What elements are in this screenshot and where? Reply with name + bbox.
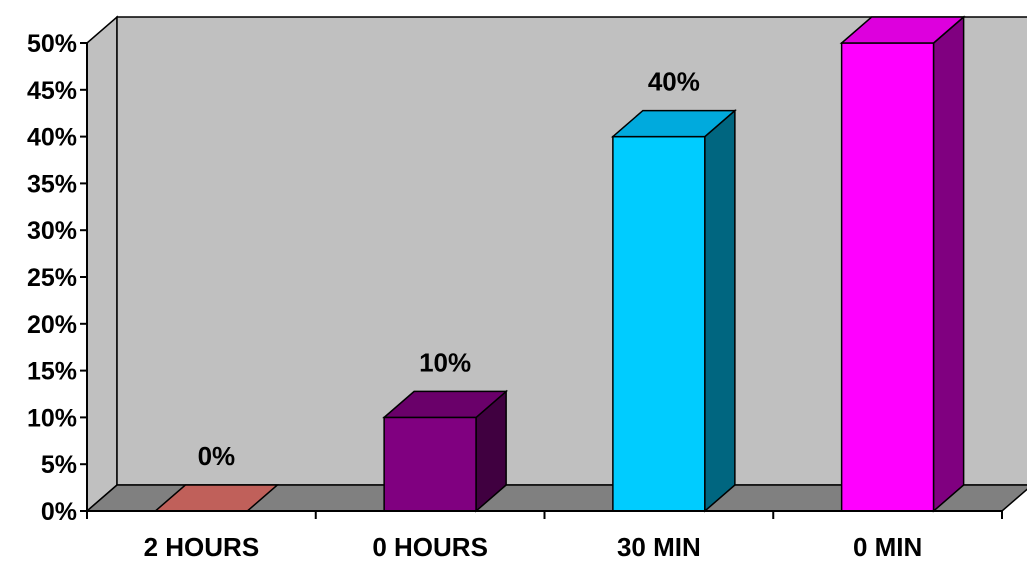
y-tick-label: 30% [27,217,77,245]
y-tick-label: 20% [27,311,77,339]
y-tick-label: 10% [27,404,77,432]
y-tick-label: 15% [27,358,77,386]
bar-front [612,135,706,512]
bar-front [840,42,935,512]
data-label: 10% [419,347,471,377]
data-labels: 0% 10% 40% 50% [198,0,929,471]
bar-front [383,416,477,512]
y-tick-label: 45% [27,77,77,105]
bar [839,15,966,513]
x-tick-label: 0 HOURS [372,532,488,562]
bar-top [610,109,737,138]
bar-side [932,15,965,513]
data-label: 40% [648,67,700,97]
y-tick-label: 25% [27,264,77,292]
bar-top [382,390,509,419]
bars [153,15,966,513]
x-axis: 2 HOURS 0 HOURS 30 MIN 0 MIN [86,510,1003,562]
data-label: 0% [198,441,236,471]
bar [382,389,509,513]
y-tick-label: 0% [41,498,77,526]
bar [610,108,737,513]
x-tick-label: 30 MIN [617,532,701,562]
y-tick-label: 35% [27,170,77,198]
y-tick-label: 50% [27,30,77,58]
bar-top [839,16,966,44]
bar-side [704,108,736,513]
side-wall [86,15,118,513]
x-tick-label: 2 HOURS [144,532,260,562]
x-tick-label: 0 MIN [853,532,922,562]
y-tick-label: 5% [41,451,77,479]
data-label: 50% [877,0,929,3]
y-tick-label: 40% [27,124,77,152]
y-axis: 0% 5% 10% 15% 20% 25% 30% 35% 40% 45% 50% [27,30,88,526]
